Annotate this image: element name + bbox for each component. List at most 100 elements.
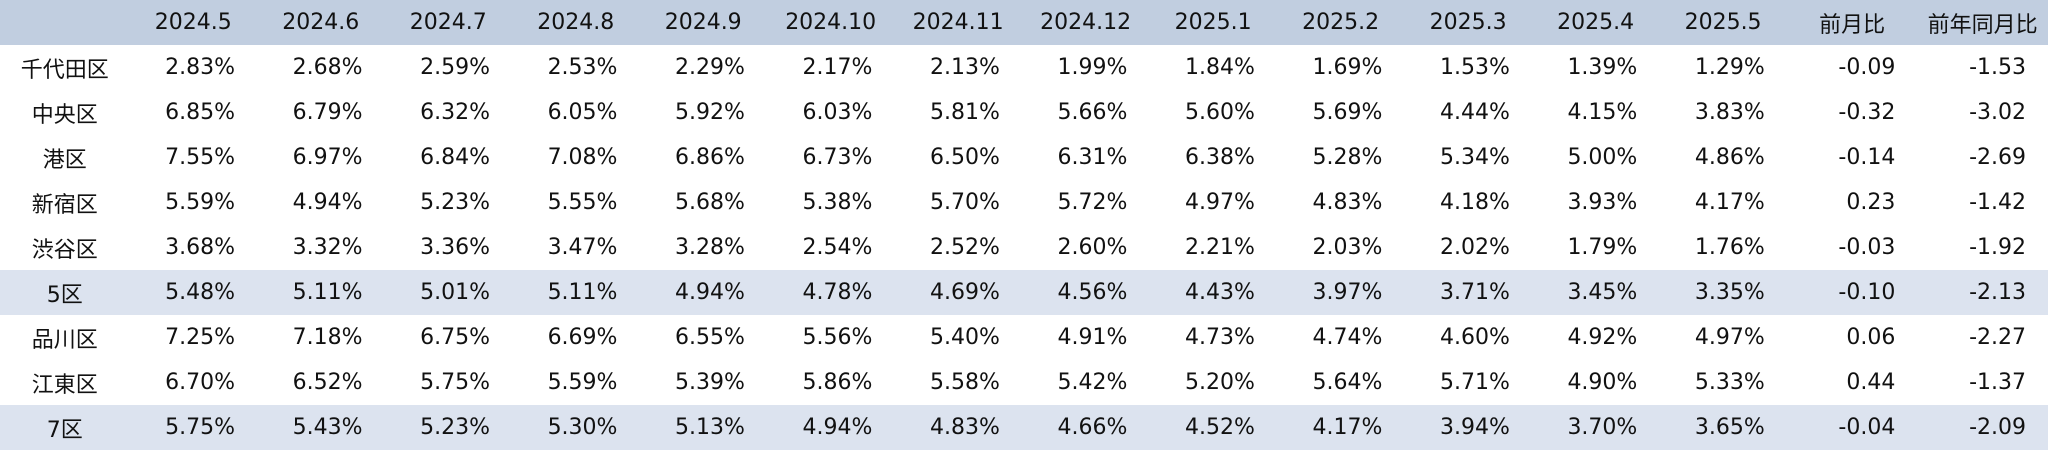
rate-cell: 4.94%: [292, 190, 363, 215]
rate-cell: 2.68%: [292, 55, 363, 80]
rate-cell: 2.13%: [930, 55, 1000, 80]
rate-cell: 6.86%: [675, 145, 745, 170]
rate-cell: 5.69%: [1312, 100, 1383, 125]
rate-cell: 5.60%: [1184, 100, 1255, 125]
rate-cell: 5.11%: [292, 280, 363, 305]
year-over-year-cell: -1.53: [1969, 55, 2026, 80]
header-period-2025-4: 2025.4: [1557, 10, 1635, 35]
rate-cell: 6.05%: [547, 100, 618, 125]
rate-cell: 1.79%: [1567, 235, 1638, 260]
header-period-2024-9: 2024.9: [664, 10, 742, 35]
year-over-year-cell: -2.13: [1969, 280, 2026, 305]
header-year-over-year: 前年同月比: [1927, 12, 2038, 38]
header-period-2025-5: 2025.5: [1684, 10, 1762, 35]
header-period-2025-2: 2025.2: [1302, 10, 1380, 35]
rate-cell: 2.60%: [1057, 235, 1128, 260]
rate-cell: 3.47%: [547, 235, 618, 260]
table-row: 新宿区 5.59% 4.94% 5.23% 5.55% 5.68% 5.38% 5.70% 5.…: [0, 180, 2048, 225]
month-over-month-cell: -0.09: [1838, 55, 1896, 80]
rate-cell: 5.58%: [930, 370, 1000, 395]
rate-cell: 4.94%: [675, 280, 745, 305]
rate-cell: 3.83%: [1694, 100, 1765, 125]
table-row: 江東区 6.70% 6.52% 5.75% 5.59% 5.39% 5.86% 5.58% 5.…: [0, 360, 2048, 405]
rate-cell: 4.17%: [1312, 415, 1383, 440]
summary-row: 5区 5.48% 5.11% 5.01% 5.11% 4.94% 4.78% 4.69% 4.5…: [0, 270, 2048, 315]
rate-cell: 1.29%: [1694, 55, 1765, 80]
rate-cell: 5.59%: [165, 190, 235, 215]
rate-cell: 7.18%: [292, 325, 363, 350]
rate-cell: 7.08%: [547, 145, 618, 170]
month-over-month-cell: -0.04: [1838, 415, 1896, 440]
month-over-month-cell: -0.32: [1838, 100, 1896, 125]
rate-cell: 3.68%: [165, 235, 235, 260]
rate-cell: 6.70%: [165, 370, 235, 395]
rate-cell: 2.83%: [165, 55, 235, 80]
rate-cell: 6.31%: [1057, 145, 1128, 170]
rate-cell: 5.71%: [1439, 370, 1510, 395]
rate-cell: 2.21%: [1184, 235, 1255, 260]
rate-cell: 4.52%: [1184, 415, 1255, 440]
row-label: 5区: [46, 282, 83, 308]
table-row: 品川区 7.25% 7.18% 6.75% 6.69% 6.55% 5.56% 5.40% 4.…: [0, 315, 2048, 360]
rate-cell: 4.15%: [1567, 100, 1638, 125]
table-row: 千代田区 2.83% 2.68% 2.59% 2.53% 2.29% 2.17% 2.13% 1…: [0, 45, 2048, 90]
rate-cell: 5.72%: [1057, 190, 1128, 215]
year-over-year-cell: -1.42: [1969, 190, 2026, 215]
rate-cell: 5.23%: [420, 190, 490, 215]
rate-cell: 4.74%: [1312, 325, 1383, 350]
rate-cell: 1.53%: [1439, 55, 1510, 80]
header-month-over-month: 前月比: [1819, 12, 1886, 38]
rate-cell: 5.75%: [165, 415, 235, 440]
rate-cell: 3.35%: [1694, 280, 1765, 305]
header-period-2025-1: 2025.1: [1174, 10, 1252, 35]
rate-cell: 5.38%: [802, 190, 873, 215]
rate-cell: 5.00%: [1567, 145, 1638, 170]
table-row: 港区 7.55% 6.97% 6.84% 7.08% 6.86% 6.73% 6.50% 6.3…: [0, 135, 2048, 180]
rate-cell: 6.69%: [547, 325, 618, 350]
rate-cell: 1.99%: [1057, 55, 1128, 80]
rate-cell: 5.70%: [930, 190, 1000, 215]
rate-cell: 5.23%: [420, 415, 490, 440]
rate-cell: 4.69%: [930, 280, 1000, 305]
header-period-2024-10: 2024.10: [785, 10, 877, 35]
rate-cell: 4.78%: [802, 280, 873, 305]
month-over-month-cell: -0.03: [1838, 235, 1896, 260]
rate-cell: 3.32%: [292, 235, 363, 260]
rate-cell: 1.76%: [1694, 235, 1765, 260]
month-over-month-cell: -0.10: [1838, 280, 1896, 305]
rate-cell: 5.66%: [1057, 100, 1128, 125]
rate-cell: 4.56%: [1057, 280, 1128, 305]
year-over-year-cell: -1.92: [1969, 235, 2026, 260]
row-label: 港区: [42, 147, 87, 173]
rate-cell: 6.38%: [1184, 145, 1255, 170]
rate-cell: 4.43%: [1184, 280, 1255, 305]
rate-cell: 6.52%: [292, 370, 363, 395]
rate-cell: 4.90%: [1567, 370, 1638, 395]
rate-cell: 5.81%: [930, 100, 1000, 125]
rate-cell: 6.79%: [292, 100, 363, 125]
rate-cell: 4.73%: [1184, 325, 1255, 350]
rate-cell: 6.75%: [420, 325, 490, 350]
row-label: 新宿区: [31, 192, 98, 218]
header-period-2024-11: 2024.11: [912, 10, 1004, 35]
rate-cell: 6.84%: [420, 145, 490, 170]
year-over-year-cell: -1.37: [1969, 370, 2026, 395]
rate-cell: 5.68%: [675, 190, 745, 215]
rate-cell: 5.92%: [675, 100, 745, 125]
rate-cell: 3.97%: [1312, 280, 1383, 305]
rate-cell: 5.40%: [930, 325, 1000, 350]
rate-cell: 4.83%: [1312, 190, 1383, 215]
year-over-year-cell: -3.02: [1969, 100, 2026, 125]
rate-cell: 5.28%: [1312, 145, 1383, 170]
rate-cell: 5.56%: [802, 325, 873, 350]
rate-cell: 3.70%: [1567, 415, 1638, 440]
rate-cell: 4.18%: [1439, 190, 1510, 215]
rate-cell: 3.94%: [1439, 415, 1510, 440]
rate-cell: 6.97%: [292, 145, 363, 170]
table-body: 千代田区 2.83% 2.68% 2.59% 2.53% 2.29% 2.17% 2.13% 1…: [0, 45, 2048, 450]
rate-cell: 5.13%: [675, 415, 745, 440]
rate-cell: 5.01%: [420, 280, 490, 305]
rate-cell: 3.93%: [1567, 190, 1638, 215]
year-over-year-cell: -2.09: [1969, 415, 2026, 440]
